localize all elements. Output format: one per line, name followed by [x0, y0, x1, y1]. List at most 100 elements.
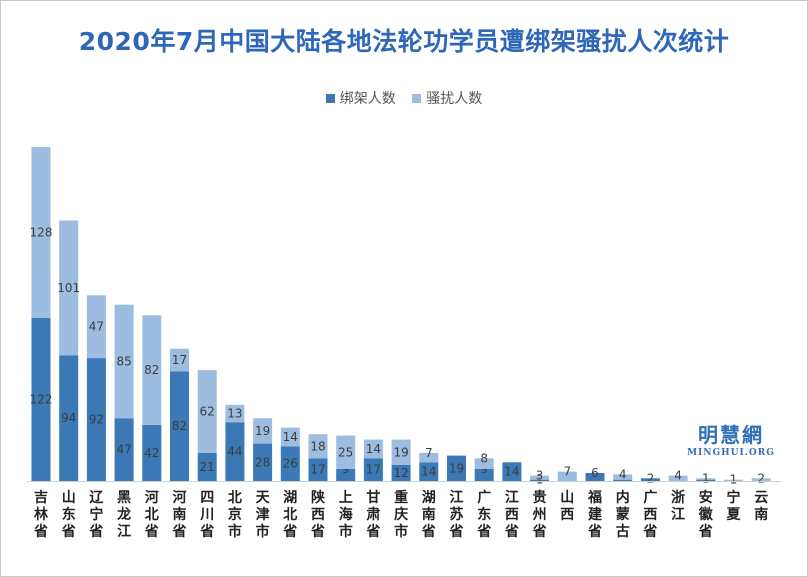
category-label: 省: [449, 523, 464, 540]
category-label: 徽: [698, 506, 714, 523]
category-label: 省: [421, 523, 436, 540]
data-label-abducted: 92: [89, 413, 104, 427]
bar-harassed: [280, 427, 300, 447]
category-label: 市: [339, 523, 353, 540]
data-label-harassed: 1: [730, 473, 738, 487]
category-label: 福: [587, 489, 602, 506]
data-label-abducted: 44: [227, 445, 242, 459]
category-label: 北: [228, 490, 242, 506]
bar-harassed: [613, 474, 633, 480]
category-label: 津: [256, 506, 270, 523]
category-label: 省: [282, 523, 297, 540]
bar-abducted: [419, 462, 439, 481]
data-label-abducted: 12: [393, 466, 408, 480]
data-label-harassed: 14: [283, 430, 298, 444]
bar-abducted: [197, 452, 217, 481]
category-label: 湖: [422, 490, 436, 506]
data-label-harassed: 3: [536, 469, 544, 483]
data-label-abducted: 82: [172, 419, 187, 433]
bar-harassed: [114, 304, 134, 419]
data-label-harassed: 82: [144, 363, 159, 377]
data-label-abducted: 19: [449, 461, 464, 475]
bar-harassed: [668, 475, 688, 481]
category-label: 省: [476, 523, 491, 540]
bar-harassed: [197, 370, 217, 453]
bar-harassed: [31, 147, 51, 319]
bar-abducted: [502, 462, 522, 481]
category-label: 贵: [533, 489, 547, 506]
data-label-harassed: 101: [57, 281, 80, 295]
category-label: 龙: [116, 506, 131, 523]
legend-label-abducted: 绑架人数: [339, 91, 396, 107]
category-label: 黑: [117, 490, 131, 506]
category-label: 省: [61, 523, 76, 540]
category-label: 云: [754, 490, 768, 506]
bar-harassed: [724, 479, 743, 481]
data-label-harassed: 4: [674, 469, 682, 483]
bar-abducted: [225, 422, 245, 481]
bar-abducted: [391, 464, 411, 481]
legend-swatch-harassed: [412, 93, 422, 103]
data-label-harassed: 25: [338, 445, 353, 459]
category-label: 宁: [727, 489, 741, 506]
data-label-harassed: 7: [425, 446, 433, 460]
chart-legend: 绑架人数 骚扰人数: [0, 88, 808, 108]
category-label: 天: [256, 490, 271, 506]
category-label: 省: [642, 523, 657, 540]
data-label-abducted: 47: [116, 443, 131, 457]
bar-abducted: [114, 418, 134, 481]
bar-abducted: [336, 468, 356, 481]
bar-abducted: [142, 424, 162, 481]
category-label: 省: [33, 523, 48, 540]
category-label: 省: [310, 523, 325, 540]
data-label-abducted: 28: [255, 455, 270, 469]
data-label-harassed: 14: [366, 442, 381, 456]
category-label: 宁: [89, 506, 103, 523]
category-label: 内: [616, 489, 630, 506]
data-label-harassed: 8: [480, 451, 488, 465]
bar-abducted: [253, 443, 273, 481]
category-label: 西: [643, 507, 657, 523]
chart-title: 2020年7月中国大陆各地法轮功学员遭绑架骚扰人次统计: [78, 27, 730, 56]
bar-abducted: [585, 472, 605, 481]
category-label: 河: [145, 489, 159, 506]
category-label: 甘: [366, 489, 380, 506]
category-label: 陕: [311, 489, 325, 506]
bar-harassed: [530, 475, 550, 480]
category-label: 江: [505, 489, 519, 506]
category-label: 川: [199, 507, 214, 523]
category-label: 苏: [450, 506, 464, 523]
category-label: 省: [698, 523, 713, 540]
legend-label-harassed: 骚扰人数: [426, 91, 483, 107]
category-label: 蒙: [616, 506, 630, 523]
category-label: 东: [477, 506, 491, 523]
bar-harassed: [336, 435, 356, 469]
data-label-abducted: 42: [144, 446, 159, 460]
data-label-harassed: 128: [30, 226, 53, 240]
data-label-harassed: 62: [200, 405, 215, 419]
bar-harassed: [308, 434, 328, 459]
category-label: 林: [34, 506, 48, 523]
category-label: 省: [504, 523, 519, 540]
category-label: 吉: [34, 489, 48, 506]
bar-harassed: [142, 315, 162, 425]
data-label-harassed: 7: [563, 465, 571, 479]
bar-harassed: [419, 452, 439, 463]
category-label: 南: [173, 506, 187, 523]
bar-abducted: [170, 371, 189, 481]
category-label: 江: [450, 489, 464, 506]
category-label: 省: [144, 523, 159, 540]
legend-item-abducted: 绑架人数: [325, 88, 396, 108]
data-label-harassed: 85: [116, 354, 131, 368]
bar-harassed: [474, 458, 494, 469]
category-label: 北: [283, 507, 297, 523]
category-label: 市: [394, 523, 408, 540]
data-label-harassed: 13: [227, 407, 242, 421]
data-label-abducted: 9: [342, 462, 350, 476]
category-label: 夏: [727, 506, 742, 523]
category-label: 古: [616, 523, 630, 540]
minghui-logo: 明慧網 MINGHUI.ORG: [686, 419, 776, 458]
category-label: 肃: [366, 506, 380, 523]
category-label: 江: [671, 506, 685, 523]
category-label: 海: [339, 506, 353, 523]
